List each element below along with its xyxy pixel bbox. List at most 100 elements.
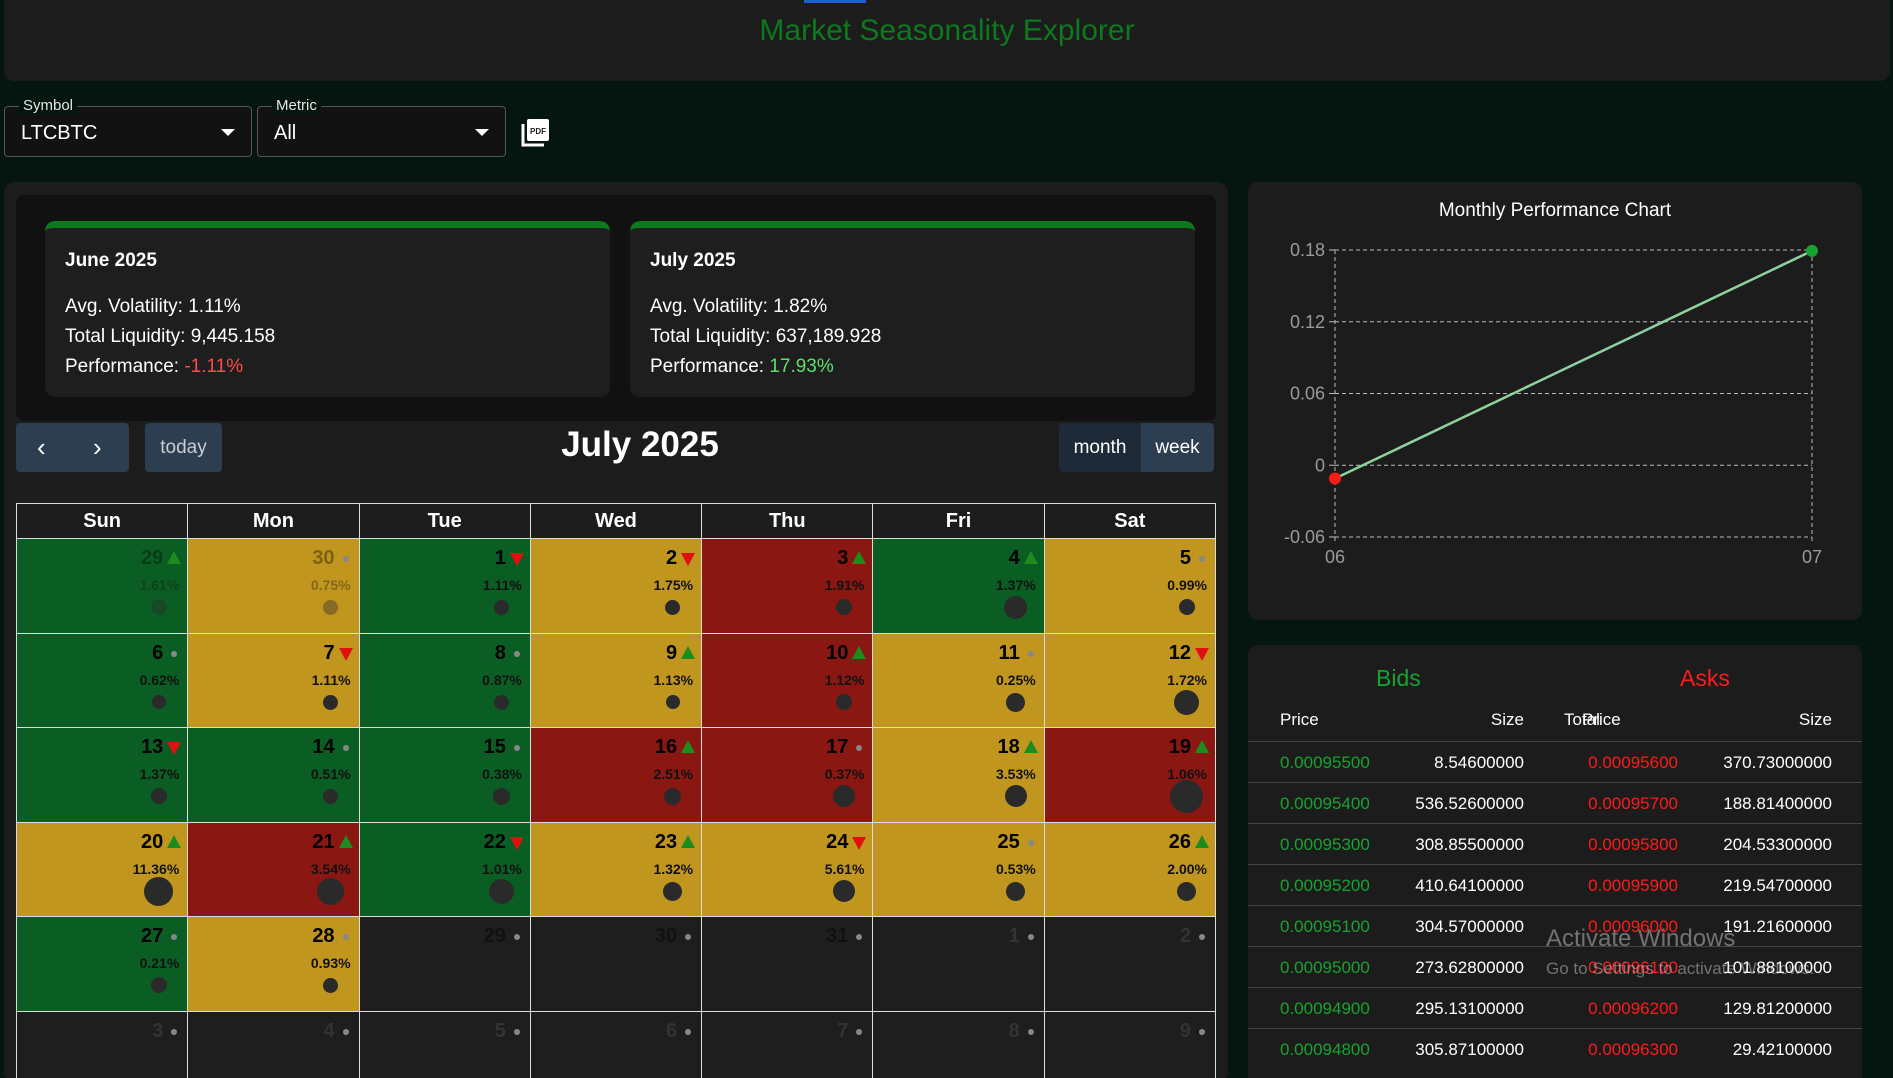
day-percent: 1.75%	[653, 577, 694, 593]
ask-size: 219.54700000	[1723, 876, 1832, 895]
trend-flat-icon	[513, 650, 520, 657]
calendar-day-cell[interactable]: 19 1.06%	[1044, 728, 1216, 823]
calendar-day-cell[interactable]: 20 11.36%	[17, 822, 189, 917]
calendar-day-cell[interactable]: 16 2.51%	[530, 728, 703, 823]
day-number: 28	[312, 925, 335, 947]
trend-flat-icon	[1027, 650, 1034, 657]
calendar-day-cell[interactable]: 15 0.38%	[359, 728, 531, 823]
calendar-day-cell[interactable]: 1	[873, 917, 1045, 1012]
orderbook-row: 0.00095500 8.54600000 0.00095600 370.730000…	[1248, 741, 1862, 782]
calendar-day-cell[interactable]: 9	[1044, 1011, 1216, 1078]
calendar-day-cell[interactable]: 2	[1044, 917, 1216, 1012]
volatility-row: Avg. Volatility: 1.11%	[65, 296, 241, 317]
trend-flat-icon	[1199, 934, 1205, 940]
volume-indicator	[664, 788, 682, 805]
volume-indicator	[492, 788, 510, 805]
calendar-day-cell[interactable]: 24 5.61%	[702, 822, 874, 917]
calendar-day-cell[interactable]: 29 1.61%	[17, 539, 189, 634]
day-number: 15	[483, 736, 506, 758]
day-number: 8	[494, 641, 506, 664]
calendar-day-cell[interactable]: 3 1.91%	[702, 539, 874, 634]
trend-up-icon	[1195, 834, 1209, 848]
day-number: 13	[141, 736, 164, 758]
calendar-day-cell[interactable]: 27 0.21%	[17, 917, 189, 1012]
today-button[interactable]: today	[145, 423, 222, 472]
trend-down-icon	[1195, 647, 1209, 661]
orderbook-row: 0.00094800 305.87100000 0.00096300 29.42100…	[1248, 1028, 1862, 1069]
ask-size: 101.88100000	[1723, 958, 1832, 977]
calendar-day-cell[interactable]: 6	[530, 1011, 703, 1078]
calendar-day-cell[interactable]: 18 3.53%	[873, 728, 1045, 823]
day-number: 7	[323, 641, 335, 664]
calendar-day-cell[interactable]: 11 0.25%	[873, 633, 1045, 728]
trend-flat-icon	[342, 556, 349, 562]
weekday-tue: Tue	[360, 504, 531, 538]
day-percent: 0.37%	[824, 766, 865, 782]
bid-price: 0.00095000	[1280, 958, 1370, 977]
monthly-performance-chart: Monthly Performance Chart 0.18 0.12 0.06 0 -0…	[1248, 182, 1862, 620]
volatility-value: 1.82%	[773, 296, 828, 317]
day-number: 14	[312, 736, 335, 758]
calendar-day-cell[interactable]: 4 1.37%	[873, 539, 1045, 634]
symbol-select[interactable]: Symbol LTCBTC	[4, 97, 252, 157]
ask-size: 188.81400000	[1723, 794, 1832, 813]
trend-flat-icon	[171, 934, 178, 940]
calendar-day-cell[interactable]: 2 1.75%	[530, 539, 703, 634]
export-pdf-button[interactable]: PDF	[521, 117, 551, 147]
calendar-day-cell[interactable]: 10 1.12%	[702, 633, 874, 728]
symbol-label: Symbol	[19, 97, 78, 114]
calendar-day-cell[interactable]: 30 0.75%	[188, 539, 360, 634]
volume-indicator	[1003, 596, 1027, 619]
performance-value: 17.93%	[769, 356, 834, 377]
calendar-day-cell[interactable]: 1 1.11%	[359, 539, 531, 634]
calendar-day-cell[interactable]: 25 0.53%	[873, 822, 1045, 917]
calendar-day-cell[interactable]: 8	[873, 1011, 1045, 1078]
series-line	[1334, 249, 1813, 480]
day-percent: 0.75%	[310, 577, 351, 593]
weekday-thu: Thu	[702, 504, 874, 538]
calendar-day-cell[interactable]: 23 1.32%	[530, 822, 703, 917]
ask-price: 0.00095600	[1588, 753, 1678, 772]
month-view-button[interactable]: month	[1059, 423, 1141, 472]
data-point	[1329, 472, 1341, 485]
trend-flat-icon	[342, 745, 349, 751]
calendar-day-cell[interactable]: 28 0.93%	[188, 917, 360, 1012]
weekday-sat: Sat	[1114, 510, 1146, 532]
calendar-day-cell[interactable]: 30	[530, 917, 703, 1012]
liquidity-row: Total Liquidity: 637,189.928	[650, 326, 882, 347]
calendar-day-cell[interactable]: 17 0.37%	[702, 728, 874, 823]
calendar-day-cell[interactable]: 26 2.00%	[1044, 822, 1216, 917]
trend-up-icon	[1195, 740, 1209, 753]
calendar-day-cell[interactable]: 5 0.99%	[1044, 539, 1216, 634]
metric-select[interactable]: Metric All	[257, 97, 506, 157]
trend-up-icon	[1023, 551, 1038, 564]
volume-indicator	[493, 600, 509, 615]
calendar-day-cell[interactable]: 21 3.54%	[188, 822, 360, 917]
calendar-day-cell[interactable]: 13 1.37%	[17, 728, 189, 823]
calendar-day-cell[interactable]: 22 1.01%	[359, 822, 531, 917]
day-number: 2	[666, 547, 678, 569]
calendar-day-cell[interactable]: 7	[702, 1011, 874, 1078]
calendar-day-cell[interactable]: 14 0.51%	[188, 728, 360, 823]
trend-flat-icon	[685, 934, 692, 940]
chart-title: Monthly Performance Chart	[1439, 200, 1672, 221]
day-number: 21	[312, 830, 335, 853]
y-tick-label: 0.12	[1290, 312, 1325, 332]
ask-size: 129.81200000	[1723, 999, 1832, 1018]
next-month-button[interactable]: ›	[72, 423, 129, 472]
day-number: 2	[1179, 925, 1191, 947]
week-view-button[interactable]: week	[1141, 423, 1214, 472]
calendar-day-cell[interactable]: 7 1.11%	[188, 633, 360, 728]
page-title: Market Seasonality Explorer	[759, 14, 1135, 47]
calendar-day-cell[interactable]: 4	[188, 1011, 360, 1078]
calendar-day-cell[interactable]: 29	[359, 917, 531, 1012]
calendar-day-cell[interactable]: 12 1.72%	[1044, 633, 1216, 728]
prev-month-button[interactable]: ‹	[16, 423, 72, 472]
calendar-day-cell[interactable]: 5	[359, 1011, 531, 1078]
calendar-day-cell[interactable]: 31	[702, 917, 874, 1012]
calendar-day-cell[interactable]: 6 0.62%	[17, 633, 189, 728]
calendar-day-cell[interactable]: 3	[17, 1011, 189, 1078]
day-number: 6	[152, 641, 164, 664]
calendar-day-cell[interactable]: 8 0.87%	[359, 633, 531, 728]
calendar-day-cell[interactable]: 9 1.13%	[530, 633, 703, 728]
